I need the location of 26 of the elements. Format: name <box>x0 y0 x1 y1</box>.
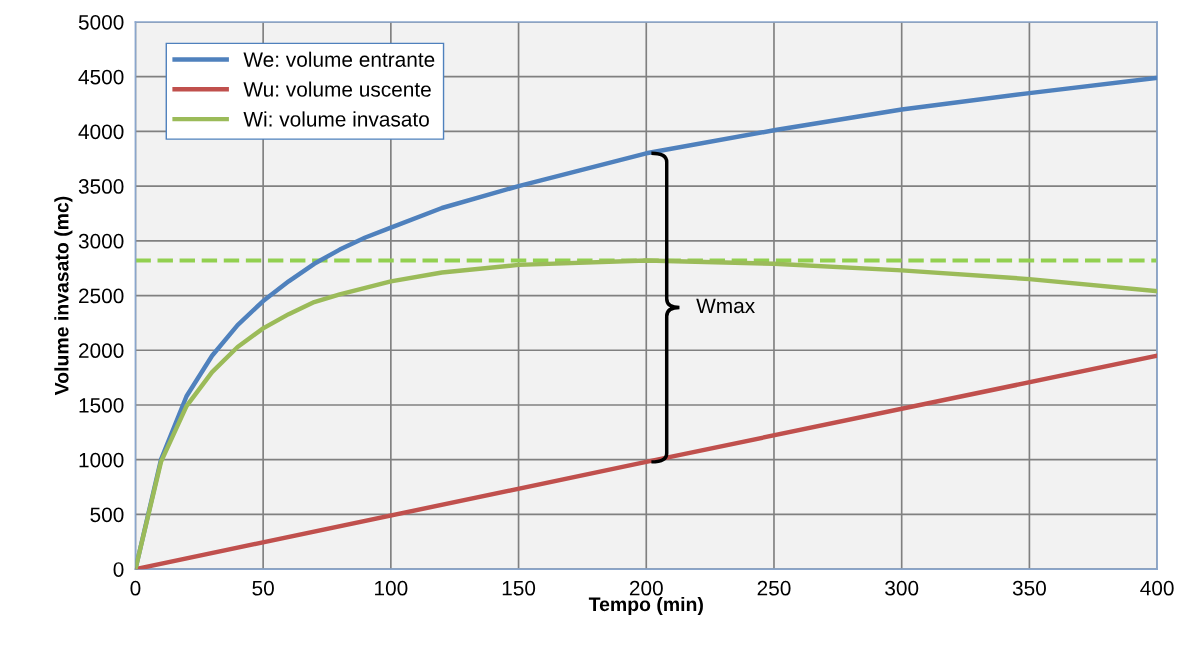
y-tick-label: 5000 <box>78 14 124 30</box>
y-tick-label: 4500 <box>78 69 124 85</box>
y-tick-label: 1000 <box>79 452 124 468</box>
y-tick-label: 0 <box>113 562 124 577</box>
y-tick-label: 3500 <box>78 179 124 194</box>
y-tick-label: 4000 <box>78 124 124 140</box>
legend-label: Wi: volume invasato <box>243 111 429 127</box>
x-tick-label: 400 <box>1140 580 1174 596</box>
legend-label: We: volume entrante <box>243 51 435 67</box>
y-tick-label: 2000 <box>79 343 124 359</box>
annotation: Wmax <box>696 298 755 314</box>
y-tick-label: 3000 <box>78 233 124 249</box>
y-tick-label: 2500 <box>79 288 124 304</box>
x-tick-label: 150 <box>502 580 536 596</box>
x-axis-title: Tempo (min) <box>588 596 703 616</box>
x-tick-label: 250 <box>757 580 791 596</box>
x-tick-label: 50 <box>252 580 274 596</box>
x-tick-label: 350 <box>1012 580 1046 596</box>
x-tick-label: 100 <box>375 580 408 596</box>
legend-label: Wu: volume uscente <box>243 81 431 97</box>
y-tick-label: 500 <box>90 507 124 523</box>
x-tick-label: 300 <box>885 580 919 596</box>
y-tick-label: 1500 <box>79 397 124 413</box>
x-tick-label: 0 <box>130 580 141 596</box>
y-axis-title: Volume invasato (mc) <box>54 196 73 396</box>
x-tick-label: 200 <box>629 580 663 596</box>
